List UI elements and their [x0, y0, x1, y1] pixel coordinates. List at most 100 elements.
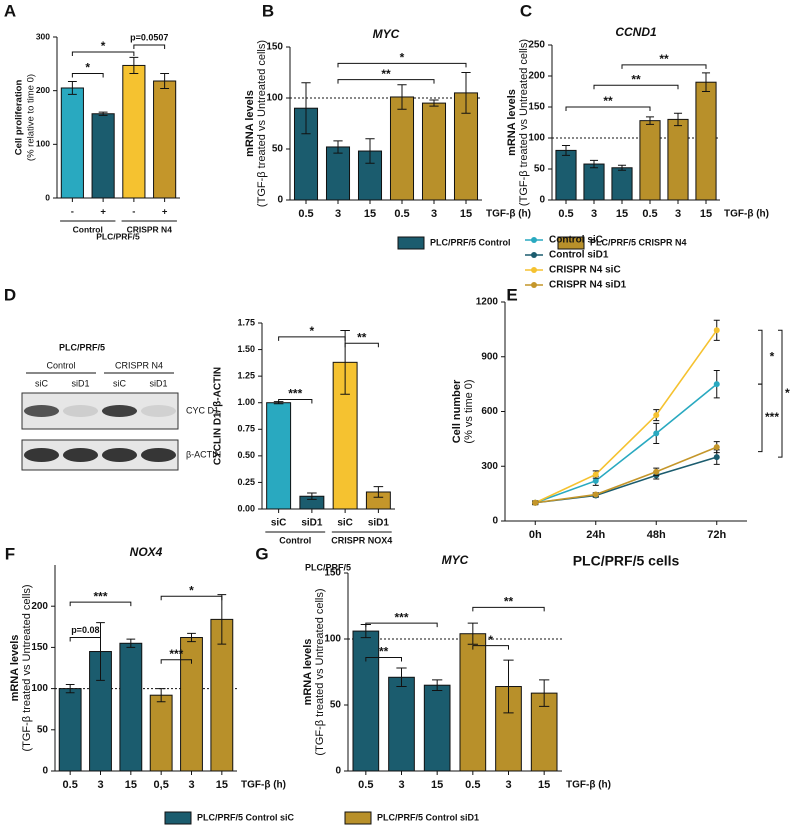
legend-label: PLC/PRF/5 CRISPR N4	[590, 237, 687, 247]
blot-lane-label: siC	[113, 378, 126, 388]
error-bar	[432, 679, 443, 691]
x-tick-label: 3	[505, 779, 511, 791]
significance-label: ***	[169, 647, 183, 661]
x-tick-label: siC	[271, 518, 287, 529]
significance-bracket	[365, 622, 438, 628]
chart-title: MYC	[373, 27, 400, 41]
error-bar	[98, 111, 108, 116]
legend-label: Control siD1	[549, 250, 609, 261]
point	[532, 499, 539, 506]
panel-letter: G	[255, 544, 268, 563]
error-bar	[396, 667, 407, 688]
y-tick-label: 100	[528, 133, 545, 144]
bar	[667, 118, 689, 201]
legend-label: CRISPR N4 siC	[549, 265, 621, 276]
y-axis-label: mRNA levels	[244, 90, 256, 157]
significance-bracket	[621, 64, 707, 69]
significance-bracket	[337, 62, 467, 68]
y-tick-label: 150	[31, 642, 48, 653]
x-tick-label: 15	[460, 208, 472, 220]
x-tick-label: siC	[337, 518, 353, 529]
error-bar	[673, 112, 683, 127]
x-tick-label: +	[100, 207, 106, 218]
legend-marker	[531, 267, 537, 273]
x-tick-label: 0.5	[63, 779, 78, 791]
blot-group-label: CRISPR N4	[115, 360, 163, 370]
blot-band	[101, 405, 138, 417]
significance-label: **	[357, 330, 367, 344]
error-bar	[333, 140, 343, 154]
point	[653, 468, 660, 475]
blot-band	[140, 405, 177, 417]
bar	[583, 163, 605, 201]
error-bar	[126, 638, 136, 648]
x-tick-label: 3	[591, 208, 597, 220]
y-tick-label: 0.75	[237, 424, 255, 434]
group-label: CRISPR N4	[127, 224, 173, 234]
chart-title: NOX4	[130, 545, 163, 559]
significance-bracket	[758, 383, 763, 453]
significance-bracket	[133, 44, 166, 50]
blot-lane-label: siC	[35, 378, 48, 388]
x-tick-label: 15	[216, 779, 228, 791]
bar	[421, 102, 447, 201]
x-tick-label: 72h	[707, 529, 726, 541]
legend-label: Control siC	[549, 235, 603, 246]
blot-lane-label: siD1	[149, 378, 167, 388]
y-tick-label: 1.00	[237, 397, 255, 407]
blot-title: PLC/PRF/5	[59, 342, 105, 352]
x-tick-label: 0h	[529, 529, 542, 541]
significance-label: *	[85, 61, 90, 75]
x-tick-label: -	[132, 207, 135, 218]
bar	[695, 81, 717, 201]
bar	[555, 149, 577, 201]
y-tick-label: 0	[539, 195, 545, 206]
blot-band	[23, 405, 60, 417]
significance-bracket	[365, 656, 402, 662]
panel-letter: A	[4, 1, 16, 20]
legend-swatch	[557, 236, 585, 250]
bar	[149, 694, 173, 772]
legend-label: PLC/PRF/5 Control	[430, 237, 511, 247]
y-tick-label: 200	[31, 601, 48, 612]
error-bar	[589, 159, 599, 169]
y-axis-label: (TGF-β treated vs Untreated cells)	[21, 584, 33, 751]
point	[713, 327, 720, 334]
bar	[180, 637, 203, 772]
error-bar	[96, 622, 105, 681]
error-bar	[539, 679, 550, 707]
error-bar	[561, 144, 571, 156]
significance-bracket	[71, 72, 104, 78]
error-bar	[701, 72, 711, 92]
x-tick-label: 3	[431, 208, 437, 220]
y-tick-label: 0	[42, 766, 48, 777]
x-tick-label: 15	[125, 779, 137, 791]
legend-marker	[531, 282, 537, 288]
blot-band	[62, 448, 99, 462]
y-tick-label: 1200	[476, 297, 499, 308]
x-axis-label: PLC/PRF/5 cells	[573, 553, 680, 569]
point	[592, 491, 599, 498]
point	[713, 381, 720, 388]
panel-letter: B	[262, 1, 274, 20]
significance-bracket	[69, 637, 101, 642]
y-tick-label: 50	[37, 724, 49, 735]
point	[653, 430, 660, 437]
y-axis-label: (% relative to time 0)	[26, 74, 37, 161]
blot-band	[23, 448, 60, 462]
panel-letter: F	[5, 544, 15, 563]
bar	[266, 402, 292, 510]
legend-swatch	[397, 236, 425, 250]
x-axis-label: TGF-β (h)	[566, 780, 611, 791]
error-bar	[160, 72, 170, 90]
y-tick-label: 150	[324, 568, 341, 579]
x-tick-label: 0.5	[465, 779, 480, 791]
x-tick-label: -	[71, 207, 74, 218]
significance-label: **	[379, 645, 389, 659]
x-tick-label: 48h	[647, 529, 666, 541]
y-tick-label: 100	[324, 634, 341, 645]
significance-bracket	[160, 659, 192, 664]
legend-marker	[531, 252, 537, 258]
error-bar	[217, 594, 227, 645]
y-tick-label: 150	[528, 102, 545, 113]
